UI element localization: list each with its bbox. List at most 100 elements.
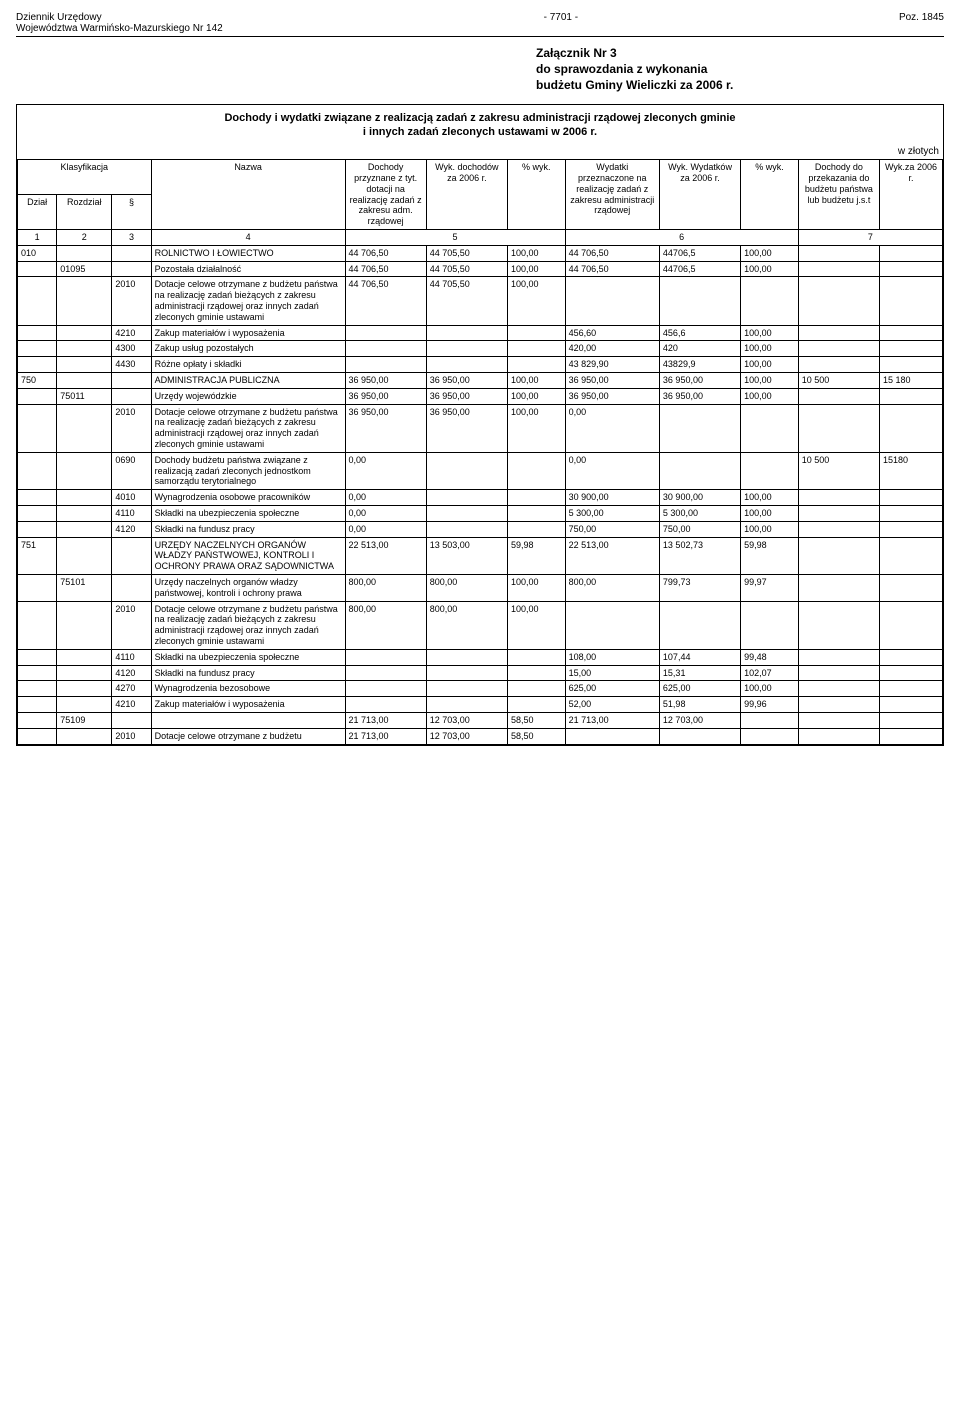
table-cell: Urzędy naczelnych organów władzy państwo… (151, 574, 345, 601)
table-row: 7510921 713,0012 703,0058,5021 713,0012 … (18, 712, 943, 728)
table-cell: 15 180 (880, 373, 943, 389)
table-row: 010ROLNICTWO I ŁOWIECTWO44 706,5044 705,… (18, 245, 943, 261)
table-cell: 5 300,00 (565, 505, 659, 521)
table-cell (880, 601, 943, 649)
table-cell: ADMINISTRACJA PUBLICZNA (151, 373, 345, 389)
table-cell: ROLNICTWO I ŁOWIECTWO (151, 245, 345, 261)
table-cell: 36 950,00 (565, 388, 659, 404)
table-row: 4270Wynagrodzenia bezosobowe625,00625,00… (18, 681, 943, 697)
table-cell (345, 649, 426, 665)
table-cell: 750,00 (659, 521, 740, 537)
table-cell: 800,00 (426, 601, 507, 649)
table-cell (659, 452, 740, 489)
table-cell (57, 245, 112, 261)
table-cell: 625,00 (565, 681, 659, 697)
table-cell: 12 703,00 (426, 728, 507, 744)
attachment-line-3: budżetu Gminy Wieliczki za 2006 r. (536, 77, 944, 93)
table-cell: 420,00 (565, 341, 659, 357)
table-cell: 2010 (112, 404, 151, 452)
table-cell: URZĘDY NACZELNYCH ORGANÓW WŁADZY PAŃSTWO… (151, 537, 345, 574)
table-cell: 75011 (57, 388, 112, 404)
table-cell (507, 649, 565, 665)
table-cell (741, 452, 799, 489)
table-cell: 100,00 (741, 357, 799, 373)
table-cell: 625,00 (659, 681, 740, 697)
table-cell: 100,00 (507, 404, 565, 452)
table-cell (565, 277, 659, 325)
table-cell: 44 705,50 (426, 245, 507, 261)
table-cell (798, 712, 879, 728)
table-cell (880, 245, 943, 261)
table-cell: 44 705,50 (426, 261, 507, 277)
table-cell: 0,00 (345, 505, 426, 521)
table-cell: Dotacje celowe otrzymane z budżetu państ… (151, 404, 345, 452)
table-row: 2010Dotacje celowe otrzymane z budżetu21… (18, 728, 943, 744)
table-cell (18, 452, 57, 489)
table-cell: 36 950,00 (659, 388, 740, 404)
table-cell (880, 505, 943, 521)
table-cell: 750 (18, 373, 57, 389)
table-cell (798, 277, 879, 325)
table-cell: 59,98 (507, 537, 565, 574)
table-cell (798, 388, 879, 404)
table-cell: 36 950,00 (565, 373, 659, 389)
table-cell: 22 513,00 (345, 537, 426, 574)
table-cell: 12 703,00 (659, 712, 740, 728)
currency-note: w złotych (17, 146, 939, 157)
table-cell: 21 713,00 (345, 728, 426, 744)
table-cell: Wynagrodzenia bezosobowe (151, 681, 345, 697)
table-cell (18, 712, 57, 728)
table-cell (880, 681, 943, 697)
col-rozdzial: Rozdział (57, 195, 112, 230)
table-cell: Urzędy wojewódzkie (151, 388, 345, 404)
table-row: 4300Zakup usług pozostałych420,00420100,… (18, 341, 943, 357)
table-cell: 15,00 (565, 665, 659, 681)
table-cell (57, 505, 112, 521)
table-cell (880, 325, 943, 341)
table-cell (57, 681, 112, 697)
table-cell (880, 277, 943, 325)
table-cell: Zakup materiałów i wyposażenia (151, 697, 345, 713)
table-cell (565, 601, 659, 649)
table-row: 2010Dotacje celowe otrzymane z budżetu p… (18, 404, 943, 452)
table-cell (798, 728, 879, 744)
table-cell: 4210 (112, 325, 151, 341)
table-cell (798, 404, 879, 452)
table-cell (798, 601, 879, 649)
table-cell: 100,00 (741, 341, 799, 357)
table-cell (507, 521, 565, 537)
table-cell: 30 900,00 (565, 490, 659, 506)
table-cell: 2010 (112, 277, 151, 325)
table-cell: 99,97 (741, 574, 799, 601)
table-cell: Dotacje celowe otrzymane z budżetu państ… (151, 601, 345, 649)
table-cell (507, 341, 565, 357)
table-cell (345, 681, 426, 697)
table-row: 4210Zakup materiałów i wyposażenia52,005… (18, 697, 943, 713)
table-cell: 100,00 (507, 245, 565, 261)
numcol-7: 7 (798, 230, 942, 246)
table-cell: 100,00 (741, 373, 799, 389)
table-cell (57, 373, 112, 389)
table-cell: 36 950,00 (659, 373, 740, 389)
table-cell: 21 713,00 (565, 712, 659, 728)
table-cell (112, 245, 151, 261)
page-number: - 7701 - (223, 12, 899, 34)
table-row: 4120Składki na fundusz pracy0,00750,0075… (18, 521, 943, 537)
table-cell: 107,44 (659, 649, 740, 665)
table-cell: 13 503,00 (426, 537, 507, 574)
table-cell: 100,00 (507, 261, 565, 277)
table-row: 751 URZĘDY NACZELNYCH ORGANÓW WŁADZY PAŃS… (18, 537, 943, 574)
table-cell: 21 713,00 (345, 712, 426, 728)
table-cell (112, 574, 151, 601)
table-cell (798, 521, 879, 537)
table-cell: 22 513,00 (565, 537, 659, 574)
table-cell (507, 697, 565, 713)
table-cell: 751 (18, 537, 57, 574)
table-cell: 44 706,50 (345, 277, 426, 325)
table-cell (57, 601, 112, 649)
table-cell (18, 681, 57, 697)
number-row: 1 2 3 4 5 6 7 (18, 230, 943, 246)
table-cell (880, 665, 943, 681)
table-cell: Dochody budżetu państwa związane z reali… (151, 452, 345, 489)
table-cell (57, 537, 112, 574)
